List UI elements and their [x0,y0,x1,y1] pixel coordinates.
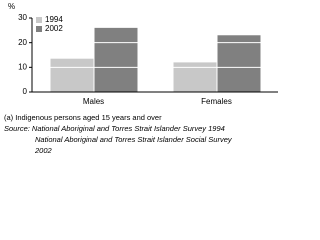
legend-label: 2002 [45,24,63,33]
y-tick-label: 20 [18,38,27,47]
footnote: (a) Indigenous persons aged 15 years and… [4,113,162,122]
x-tick-label: Females [201,97,232,106]
source: 2002 [34,146,53,155]
legend-swatch [36,26,42,32]
bar [50,58,94,92]
y-tick-label: 30 [18,13,27,22]
bar [94,27,138,92]
y-axis-label: % [8,2,15,11]
source: National Aboriginal and Torres Strait Is… [35,135,233,144]
x-tick-label: Males [83,97,104,106]
source: Source: National Aboriginal and Torres S… [4,124,225,133]
y-tick-label: 10 [18,62,27,71]
legend-swatch [36,17,42,23]
chart: % (a) Indigenous persons aged 15 years a… [4,2,278,155]
legend-label: 1994 [45,15,63,24]
bar [217,35,261,92]
y-tick-label: 0 [23,87,28,96]
